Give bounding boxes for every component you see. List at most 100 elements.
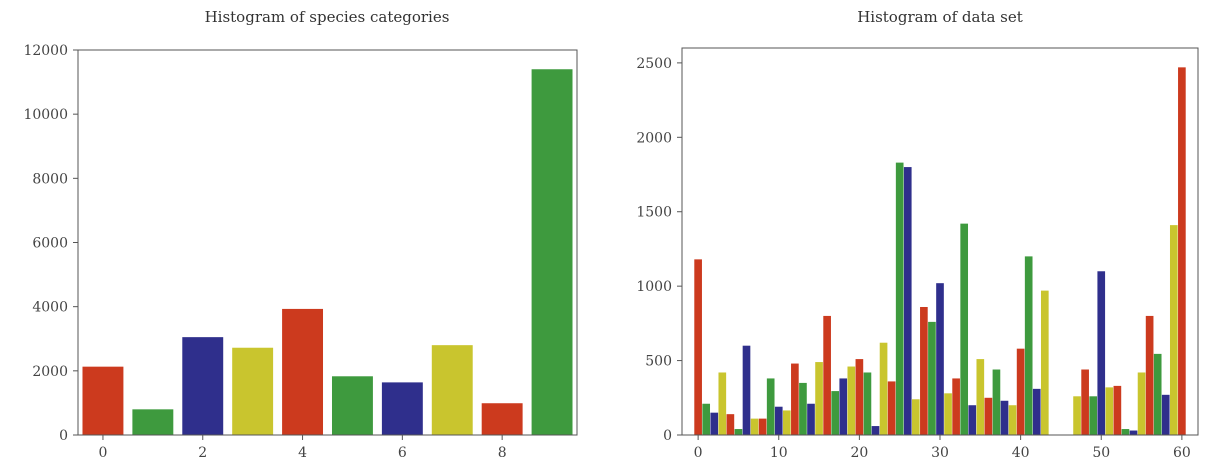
chart-data-set: Histogram of data set0500100015002000250… — [636, 8, 1199, 461]
plot-frame — [77, 49, 578, 436]
bar — [481, 403, 523, 435]
bar — [1178, 67, 1186, 435]
x-tick-label: 0 — [98, 445, 107, 461]
bar — [718, 372, 727, 435]
bar — [952, 378, 960, 435]
y-tick-label: 1500 — [636, 205, 672, 221]
bar — [702, 403, 711, 435]
bar — [750, 418, 759, 435]
y-tick-label: 2000 — [32, 364, 68, 380]
bar — [282, 308, 324, 435]
y-tick-label: 500 — [645, 354, 672, 370]
bar — [968, 405, 977, 435]
bar — [1008, 405, 1017, 435]
bar — [871, 426, 880, 435]
bar — [791, 363, 799, 435]
bar — [911, 399, 920, 435]
bar — [782, 410, 791, 435]
bar — [1105, 387, 1114, 435]
bar — [1113, 385, 1122, 435]
x-tick-label: 6 — [398, 445, 407, 461]
bar — [1032, 388, 1041, 435]
bar — [887, 381, 896, 435]
bar — [710, 412, 719, 435]
bar — [992, 369, 1001, 435]
bar — [1016, 348, 1025, 435]
bar — [895, 162, 904, 435]
bar — [1137, 372, 1146, 435]
bar — [807, 403, 815, 435]
bar — [1097, 271, 1106, 435]
x-tick-label: 2 — [198, 445, 207, 461]
bar — [920, 306, 928, 435]
x-tick-label: 4 — [298, 445, 307, 461]
bar — [1169, 225, 1178, 435]
bar — [1073, 396, 1081, 435]
y-tick-label: 0 — [59, 428, 68, 444]
bar — [758, 418, 767, 435]
bar — [132, 409, 174, 435]
bar — [863, 372, 872, 435]
bar — [531, 69, 573, 435]
x-tick-label: 60 — [1173, 445, 1191, 461]
bar — [1000, 400, 1009, 435]
bar — [431, 345, 473, 435]
y-tick-label: 6000 — [32, 236, 68, 252]
bar — [823, 315, 831, 435]
y-tick-label: 8000 — [32, 171, 68, 187]
bar — [815, 362, 823, 435]
x-tick-label: 0 — [694, 445, 703, 461]
y-tick-label: 2000 — [636, 130, 672, 146]
bar — [960, 223, 969, 435]
bar — [936, 283, 944, 435]
y-tick-label: 2500 — [636, 56, 672, 72]
bar — [774, 406, 783, 435]
chart-title: Histogram of data set — [857, 8, 1023, 26]
bar — [381, 382, 423, 435]
bar — [879, 342, 888, 435]
bar — [1161, 394, 1170, 435]
bar — [847, 366, 856, 435]
bar — [766, 378, 775, 435]
bar — [82, 366, 124, 435]
bar — [1129, 430, 1138, 435]
bar — [694, 259, 702, 435]
bar — [1081, 369, 1089, 435]
bar — [1145, 315, 1154, 435]
bar — [903, 167, 912, 436]
bar — [855, 359, 864, 435]
x-tick-label: 50 — [1092, 445, 1110, 461]
bar — [1040, 290, 1049, 435]
x-tick-label: 40 — [1012, 445, 1030, 461]
bar — [831, 391, 840, 435]
bar — [944, 393, 952, 435]
y-tick-label: 4000 — [32, 300, 68, 316]
bar — [331, 376, 373, 435]
bar — [984, 397, 993, 435]
bar — [726, 414, 735, 435]
y-tick-label: 1000 — [636, 279, 672, 295]
bar — [232, 347, 274, 435]
bar — [734, 429, 743, 435]
bar — [1024, 256, 1033, 435]
bar — [1089, 396, 1098, 435]
bar — [182, 337, 224, 435]
x-tick-label: 10 — [770, 445, 788, 461]
x-tick-label: 8 — [498, 445, 507, 461]
bar — [1153, 353, 1162, 435]
x-tick-label: 20 — [850, 445, 868, 461]
bar — [1121, 429, 1130, 435]
chart-title: Histogram of species categories — [205, 8, 450, 26]
bar — [799, 382, 807, 435]
x-tick-label: 30 — [931, 445, 949, 461]
bar — [976, 359, 985, 435]
bar — [742, 345, 751, 435]
bar — [928, 321, 936, 435]
y-tick-label: 12000 — [23, 43, 68, 59]
bar — [839, 378, 848, 435]
y-tick-label: 0 — [663, 428, 672, 444]
chart-species-categories: Histogram of species categories 0 2000 4000… — [23, 8, 578, 461]
y-tick-label: 10000 — [23, 107, 68, 123]
